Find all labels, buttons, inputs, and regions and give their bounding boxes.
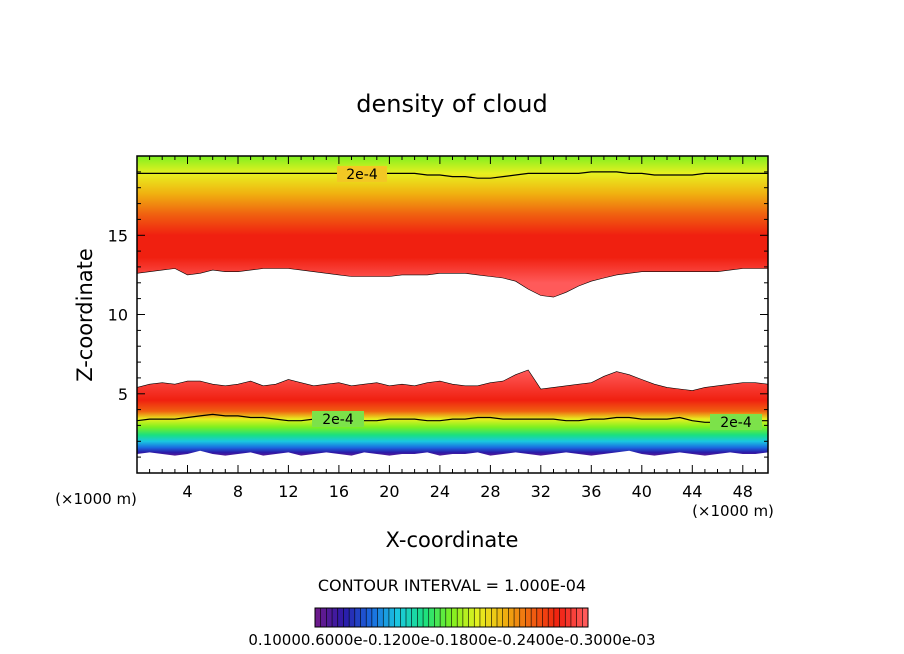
x-tick-label: 8	[233, 482, 243, 501]
x-tick-label: 4	[182, 482, 192, 501]
lower-layer-edge	[137, 369, 768, 391]
colorbar-swatch	[479, 608, 486, 627]
x-tick-label: 44	[682, 482, 702, 501]
colorbar-swatch	[491, 608, 498, 627]
colorbar-swatch	[360, 608, 367, 627]
x-axis-tick-labels: 4 8 12 16 20 24 28 32 36 40 44 48	[182, 482, 753, 501]
colorbar-swatch	[468, 608, 475, 627]
colorbar-swatch	[462, 608, 469, 627]
contour-label-lower-1: 2e-4	[322, 412, 354, 428]
colorbar-swatch	[366, 608, 373, 627]
colorbar-swatch	[343, 608, 350, 627]
contour-layers	[137, 156, 768, 456]
contour-label-lower-2: 2e-4	[720, 415, 752, 431]
colorbar-swatch	[320, 608, 327, 627]
colorbar-swatch	[565, 608, 572, 627]
y-tick-label: 10	[108, 306, 128, 325]
colorbar-swatch	[570, 608, 577, 627]
colorbar-swatch	[542, 608, 549, 627]
colorbar-swatch	[394, 608, 401, 627]
colorbar-labels: 0.10000.6000e-0.1200e-0.1800e-0.2400e-0.…	[248, 631, 655, 649]
colorbar-swatch	[326, 608, 333, 627]
upper-cloud-layer	[137, 156, 768, 298]
upper-layer-edge	[137, 268, 768, 298]
contour-interval: CONTOUR INTERVAL = 1.000E-04	[318, 576, 586, 595]
colorbar-swatch	[337, 608, 344, 627]
x-tick-label: 16	[329, 482, 349, 501]
colorbar-swatch	[508, 608, 515, 627]
colorbar-swatch	[536, 608, 543, 627]
colorbar-frame	[314, 607, 589, 628]
x-unit-right: (×1000 m)	[692, 502, 774, 520]
lower-contour-line	[137, 413, 768, 423]
colorbar-swatch	[485, 608, 492, 627]
y-tick-label: 15	[108, 226, 128, 245]
colorbar-swatch	[428, 608, 435, 627]
colorbar-swatch	[474, 608, 481, 627]
lower-cloud-layer	[137, 370, 768, 456]
colorbar-swatch	[525, 608, 532, 627]
colorbar-swatch	[451, 608, 458, 627]
x-tick-label: 36	[581, 482, 601, 501]
upper-contour-line	[137, 171, 768, 179]
x-tick-label: 40	[632, 482, 652, 501]
x-tick-label: 24	[430, 482, 450, 501]
colorbar-swatch	[383, 608, 390, 627]
colorbar-swatch	[582, 608, 589, 627]
colorbar-swatch	[502, 608, 509, 627]
colorbar-swatch	[553, 608, 560, 627]
x-axis-ticks	[149, 156, 756, 473]
chart-title: density of cloud	[356, 90, 547, 118]
colorbar-swatch	[417, 608, 424, 627]
colorbar-swatch	[548, 608, 555, 627]
y-tick-label: 5	[118, 385, 128, 404]
x-tick-label: 20	[379, 482, 399, 501]
colorbar-swatch	[354, 608, 361, 627]
colorbar-swatch	[371, 608, 378, 627]
colorbar-swatch	[388, 608, 395, 627]
colorbar-swatch	[457, 608, 464, 627]
colorbar-swatch	[514, 608, 521, 627]
x-tick-label: 48	[733, 482, 753, 501]
colorbar-swatch	[400, 608, 407, 627]
x-tick-label: 32	[531, 482, 551, 501]
y-axis-tick-labels: 5 10 15	[108, 226, 128, 403]
colorbar-swatch	[434, 608, 441, 627]
contour-labels: 2e-4 2e-4 2e-4	[312, 166, 762, 431]
x-unit-left: (×1000 m)	[55, 490, 137, 508]
colorbar-swatch	[559, 608, 566, 627]
colorbar-swatch	[440, 608, 447, 627]
colorbar-swatch	[519, 608, 526, 627]
colorbar-swatch	[406, 608, 412, 627]
colorbar-swatch	[423, 608, 430, 627]
x-axis-label: X-coordinate	[386, 528, 519, 552]
colorbar-swatch	[332, 608, 339, 627]
x-tick-label: 28	[480, 482, 500, 501]
x-tick-label: 12	[278, 482, 298, 501]
colorbar-swatch	[497, 608, 503, 627]
y-axis-ticks	[137, 171, 768, 458]
colorbar-swatch	[315, 608, 321, 627]
colorbar-swatch	[411, 608, 418, 627]
colorbar-swatch	[531, 608, 538, 627]
contour-label-upper: 2e-4	[346, 167, 378, 183]
colorbar-swatch	[377, 608, 384, 627]
y-axis-label: Z-coordinate	[73, 248, 97, 382]
colorbar-swatch	[576, 608, 583, 627]
colorbar-swatch	[445, 608, 452, 627]
colorbar-swatch	[349, 608, 356, 627]
colorbar	[314, 608, 589, 627]
